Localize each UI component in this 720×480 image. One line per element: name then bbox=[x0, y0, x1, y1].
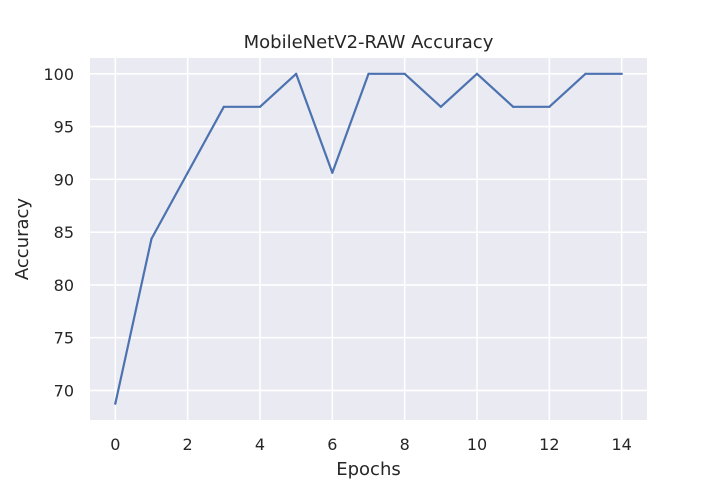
data-point bbox=[258, 105, 262, 108]
y-axis-title: Accuracy bbox=[12, 198, 33, 281]
data-point bbox=[186, 171, 189, 174]
y-tick-label: 70 bbox=[54, 381, 74, 400]
data-point bbox=[331, 171, 334, 174]
y-tick-label: 75 bbox=[54, 329, 74, 348]
x-tick-label: 6 bbox=[327, 435, 337, 454]
data-point bbox=[548, 105, 551, 108]
y-tick-label: 90 bbox=[54, 170, 74, 189]
x-tick-label: 2 bbox=[183, 435, 193, 454]
x-tick-label: 12 bbox=[539, 435, 559, 454]
plot-area bbox=[90, 58, 647, 420]
x-tick-label: 8 bbox=[400, 435, 410, 454]
data-point bbox=[584, 72, 587, 75]
data-point bbox=[512, 105, 515, 108]
y-tick-label: 80 bbox=[54, 276, 74, 295]
data-point bbox=[114, 402, 117, 405]
series-layer bbox=[114, 72, 623, 405]
x-axis: 0 2 4 6 8 10 12 14 bbox=[110, 435, 632, 454]
data-point bbox=[475, 72, 479, 75]
x-tick-label: 0 bbox=[110, 435, 120, 454]
x-tick-label: 14 bbox=[612, 435, 632, 454]
data-point bbox=[620, 72, 623, 75]
data-point bbox=[222, 105, 225, 108]
chart-title: MobileNetV2-RAW Accuracy bbox=[244, 32, 494, 53]
y-tick-label: 85 bbox=[54, 223, 74, 242]
y-tick-label: 95 bbox=[54, 118, 74, 137]
y-axis: 70 75 80 85 90 95 100 bbox=[43, 65, 74, 401]
grid bbox=[90, 58, 647, 420]
data-point bbox=[367, 72, 370, 75]
data-point bbox=[403, 72, 406, 75]
data-point bbox=[439, 105, 442, 108]
x-axis-title: Epochs bbox=[336, 459, 401, 480]
x-tick-label: 10 bbox=[467, 435, 487, 454]
data-point bbox=[150, 237, 153, 240]
data-point bbox=[295, 72, 298, 75]
x-tick-label: 4 bbox=[255, 435, 265, 454]
y-tick-label: 100 bbox=[43, 65, 74, 84]
